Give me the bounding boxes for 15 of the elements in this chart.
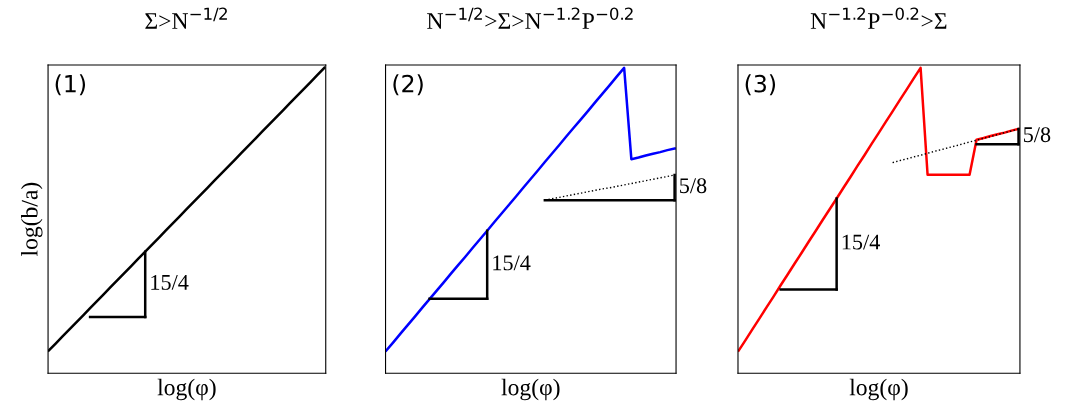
annotation: (3) <box>745 74 776 96</box>
annotation: (1) <box>55 74 86 96</box>
annotation: 15/4 <box>493 255 531 271</box>
text: 5/8 <box>1024 127 1051 143</box>
x-axis-title: log(φ) <box>157 378 216 401</box>
chart-title: N$^{−1/2}$>Σ>N$^{−1.2}$P$^{−0.2}$ <box>427 7 633 29</box>
x-axis-title: log(φ) <box>501 378 560 401</box>
annotation: 15/4 <box>842 234 880 250</box>
text: 5/8 <box>680 178 707 194</box>
annotation: (2) <box>393 74 423 96</box>
chart-title: N$^{−1.2}$P$^{−0.2}$>Σ <box>810 7 947 29</box>
chart-title: Σ>N$^{−1/2}$ <box>145 7 227 29</box>
y-axis-title: log(b/a) <box>21 182 43 257</box>
x-axis-title: log(φ) <box>849 378 908 401</box>
annotation: 15/4 <box>151 274 189 290</box>
